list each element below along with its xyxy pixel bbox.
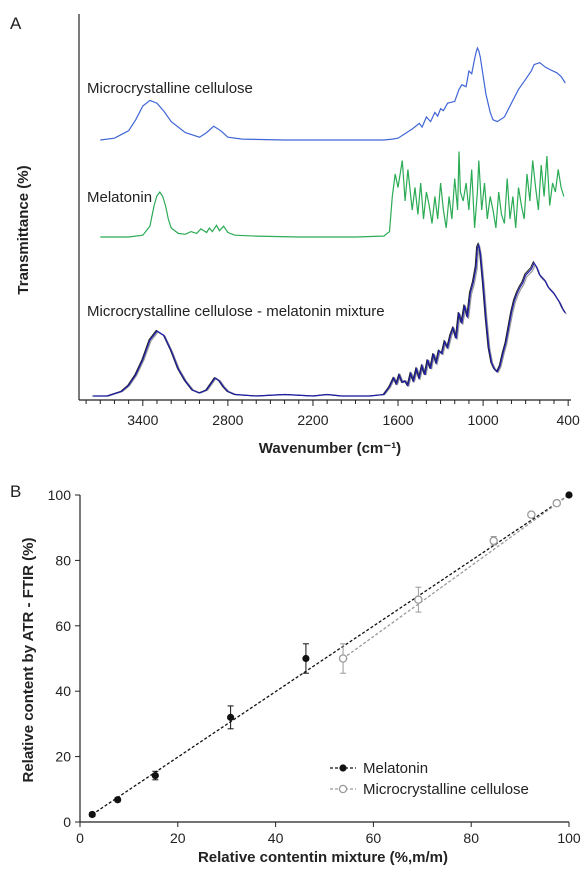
panel-b-y-tick-label: 40 bbox=[55, 683, 71, 699]
trendline-0 bbox=[91, 494, 570, 816]
panel-b-legend: Melatonin Microcrystalline cellulose bbox=[330, 760, 529, 798]
panel-a-tick-label: 3400 bbox=[127, 412, 158, 428]
panel-b-y-tick-label: 20 bbox=[55, 749, 71, 765]
panel-b-x-tick-label: 0 bbox=[76, 830, 84, 846]
spectrum-mixture-replicate-gray bbox=[94, 245, 567, 397]
panel-a-axes bbox=[78, 14, 571, 401]
panel-a-label: A bbox=[10, 14, 22, 33]
panel-a-x-axis-label: Wavenumber (cm⁻¹) bbox=[259, 440, 401, 457]
panel-a-tick-label: 400 bbox=[556, 412, 580, 428]
legend-melatonin: Melatonin bbox=[363, 760, 428, 777]
panel-a-tick-label: 1000 bbox=[468, 412, 499, 428]
data-point-cellulose bbox=[414, 595, 423, 604]
panel-a-tick-label: 2800 bbox=[212, 412, 243, 428]
panel-a-tick-label: 2200 bbox=[297, 412, 328, 428]
panel-a-y-axis-label: Transmittance (%) bbox=[15, 165, 32, 294]
panel-a-tick-label: 1600 bbox=[382, 412, 413, 428]
legend-cellulose-marker bbox=[338, 784, 348, 794]
panel-a: A Transmittance (%) 3400 2800 2200 1600 1000… bbox=[10, 14, 580, 457]
data-point-cellulose bbox=[527, 510, 536, 519]
label-mixture: Microcrystalline cellulose - melatonin m… bbox=[87, 303, 385, 320]
panel-b-x-tick-label: 60 bbox=[366, 830, 382, 846]
legend-microcrystalline-cellulose: Microcrystalline cellulose bbox=[363, 781, 529, 798]
panel-b-trendlines bbox=[91, 494, 570, 816]
data-point-melatonin bbox=[114, 796, 122, 804]
spectrum-line-1 bbox=[100, 151, 565, 238]
panel-b-x-axis-label: Relative contentin mixture (%,m/m) bbox=[198, 849, 448, 866]
panel-b-points bbox=[88, 491, 573, 819]
panel-b-axes bbox=[79, 495, 569, 823]
data-point-melatonin bbox=[88, 810, 96, 819]
label-microcrystalline-cellulose: Microcrystalline cellulose bbox=[87, 80, 253, 97]
panel-b-label: B bbox=[10, 482, 21, 501]
data-point-cellulose bbox=[552, 498, 562, 508]
label-melatonin: Melatonin bbox=[87, 189, 152, 206]
panel-b-x-tick-label: 20 bbox=[170, 830, 186, 846]
panel-b-x-tick-label: 100 bbox=[557, 830, 581, 846]
panel-a-spectra bbox=[92, 46, 567, 397]
panel-a-x-ticks: 3400 2800 2200 1600 1000 400 bbox=[85, 400, 580, 428]
spectrum-line-2 bbox=[93, 243, 566, 397]
panel-b: B Relative content by ATR - FTIR (%) 0 20… bbox=[10, 482, 581, 866]
panel-b-x-tick-label: 40 bbox=[268, 830, 284, 846]
trendline-1 bbox=[342, 494, 570, 660]
data-point-melatonin bbox=[227, 713, 235, 721]
data-point-melatonin bbox=[302, 654, 310, 663]
spectrum-line-0 bbox=[100, 46, 566, 141]
panel-b-y-tick-label: 80 bbox=[55, 552, 71, 568]
data-point-cellulose bbox=[489, 536, 498, 546]
panel-b-y-tick-label: 60 bbox=[55, 618, 71, 634]
legend-melatonin-marker bbox=[339, 764, 347, 772]
data-point-melatonin bbox=[565, 491, 573, 499]
panel-b-x-tick-label: 80 bbox=[463, 830, 479, 846]
panel-b-y-axis-label: Relative content by ATR - FTIR (%) bbox=[20, 537, 37, 782]
data-point-melatonin bbox=[151, 771, 159, 780]
panel-b-ticks: 0 20 40 60 80 100 0 20 40 60 80 100 bbox=[48, 487, 581, 846]
data-point-cellulose bbox=[338, 654, 348, 663]
panel-b-y-tick-label: 0 bbox=[63, 814, 71, 830]
panel-b-y-tick-label: 100 bbox=[48, 487, 72, 503]
